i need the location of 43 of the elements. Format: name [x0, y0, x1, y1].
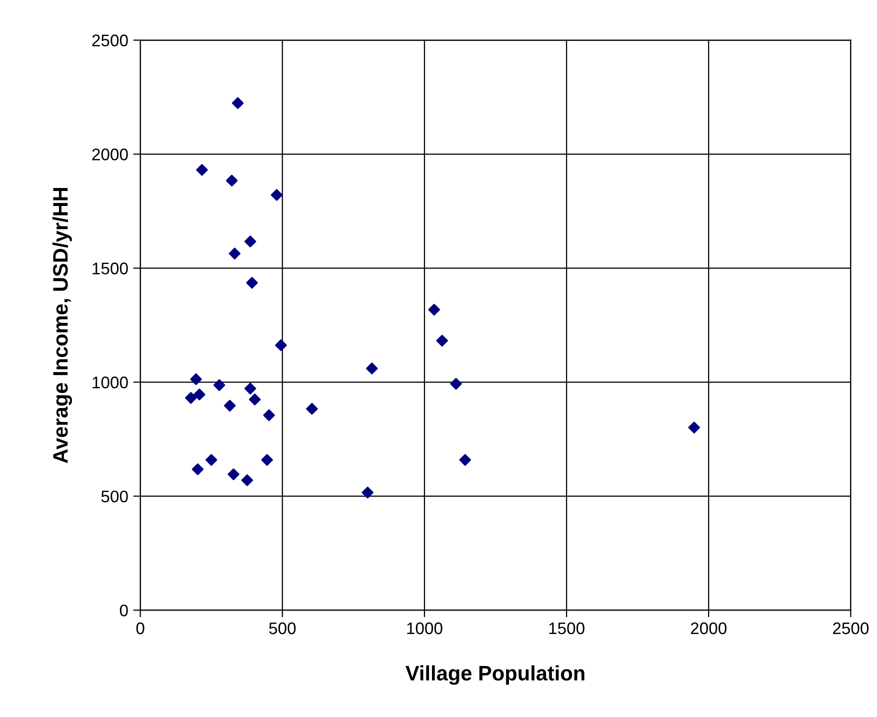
- point: [205, 454, 218, 466]
- y-tick-label: 1500: [92, 262, 128, 274]
- point: [450, 378, 462, 390]
- point: [436, 334, 448, 347]
- point: [232, 97, 244, 109]
- point: [263, 409, 275, 422]
- point: [192, 463, 204, 476]
- y-tick-label: 1000: [92, 376, 128, 388]
- point: [270, 189, 283, 201]
- point: [246, 276, 258, 289]
- x-tick-label: 1000: [407, 622, 442, 634]
- x-tick-label: 500: [269, 622, 296, 634]
- point: [275, 339, 287, 352]
- x-axis-title: Village Population: [406, 665, 584, 685]
- point: [196, 164, 208, 176]
- point: [241, 474, 254, 486]
- point: [194, 388, 206, 400]
- point: [261, 454, 273, 466]
- x-tick-label: 0: [136, 622, 144, 634]
- x-tick-label: 1500: [549, 622, 584, 634]
- point: [190, 373, 202, 386]
- point: [226, 174, 238, 186]
- point: [224, 400, 236, 412]
- y-tick-label: 500: [101, 490, 128, 502]
- x-tick-label: 2500: [832, 622, 869, 634]
- point: [366, 362, 378, 374]
- point: [459, 454, 471, 466]
- point: [244, 236, 256, 248]
- point: [228, 468, 240, 480]
- point: [688, 422, 700, 434]
- point: [306, 402, 318, 415]
- y-tick-label: 2500: [92, 34, 128, 46]
- y-axis-title: Average Income, USD/yr/HH: [52, 188, 72, 464]
- point: [244, 382, 256, 394]
- point: [362, 486, 374, 498]
- point: [213, 379, 226, 392]
- point: [228, 248, 241, 260]
- point: [185, 392, 197, 404]
- point: [248, 394, 261, 406]
- y-tick-label: 0: [120, 604, 128, 616]
- point: [428, 304, 440, 316]
- y-tick-label: 2000: [92, 148, 128, 160]
- x-tick-label: 2000: [690, 622, 727, 634]
